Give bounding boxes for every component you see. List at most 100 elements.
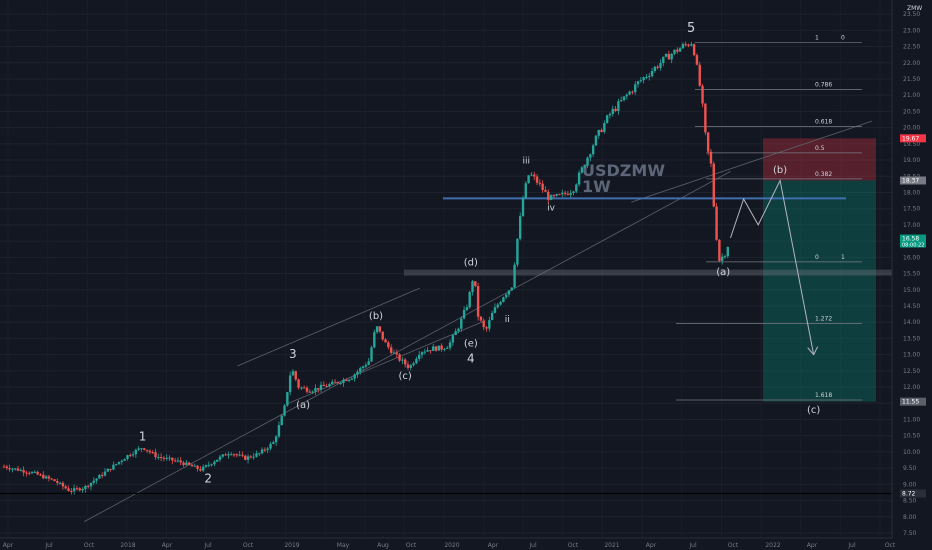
candle-body bbox=[84, 485, 87, 489]
price-tick-label: 17.50 bbox=[903, 206, 920, 213]
candle-body bbox=[154, 452, 157, 458]
candle-body bbox=[92, 480, 95, 483]
candle-body bbox=[151, 452, 154, 454]
candle-body bbox=[269, 443, 272, 449]
candle-body bbox=[392, 352, 396, 354]
candle-body bbox=[460, 318, 463, 329]
wave-label: 1 bbox=[139, 430, 147, 444]
candle-body bbox=[412, 363, 415, 366]
candle-body bbox=[406, 364, 410, 368]
candle-body bbox=[165, 457, 168, 459]
candle-body bbox=[162, 457, 166, 459]
candle-body bbox=[249, 456, 253, 458]
candle-body bbox=[235, 454, 239, 456]
candle-body bbox=[218, 456, 222, 460]
price-tick-label: 12.00 bbox=[903, 384, 920, 391]
candle-body bbox=[345, 379, 348, 381]
wave-label: 3 bbox=[289, 347, 297, 361]
time-tick-label: Apr bbox=[646, 542, 657, 549]
candle-body bbox=[168, 457, 171, 459]
price-tick-label: 13.00 bbox=[903, 352, 920, 359]
candle-body bbox=[389, 347, 393, 353]
candle-body bbox=[600, 129, 603, 132]
projection-path bbox=[730, 178, 815, 355]
candle-body bbox=[123, 459, 126, 461]
candle-body bbox=[67, 488, 70, 491]
candle-body bbox=[712, 163, 715, 207]
price-tick-label: 21.00 bbox=[903, 92, 920, 99]
wave-label: (a) bbox=[296, 400, 310, 411]
candle-body bbox=[213, 461, 216, 465]
candle-body bbox=[678, 48, 682, 52]
candle-body bbox=[617, 101, 620, 112]
candle-body bbox=[56, 481, 59, 483]
candle-body bbox=[277, 425, 281, 437]
price-tick-label: 18.00 bbox=[903, 189, 920, 196]
price-tick-label: 9.50 bbox=[903, 465, 917, 472]
candle-body bbox=[171, 457, 174, 461]
timeframe-watermark: 1W bbox=[582, 177, 611, 196]
candle-body bbox=[263, 449, 267, 451]
candle-body bbox=[2, 466, 6, 468]
candle-body bbox=[331, 381, 334, 385]
candle-body bbox=[109, 468, 112, 470]
price-tick-label: 23.00 bbox=[903, 27, 920, 34]
price-tick-label: 13.50 bbox=[903, 335, 920, 342]
candle-body bbox=[16, 468, 20, 471]
candle-body bbox=[190, 464, 194, 467]
candle-body bbox=[280, 415, 283, 426]
time-tick-label: Oct bbox=[885, 542, 896, 549]
candle-body bbox=[36, 471, 39, 475]
candle-body bbox=[70, 490, 73, 492]
price-label-value: 11.55 bbox=[902, 399, 919, 406]
time-tick-label: Jul bbox=[528, 542, 537, 549]
candle-body bbox=[137, 448, 140, 450]
candle-body bbox=[577, 172, 581, 185]
candle-body bbox=[490, 312, 494, 321]
candle-body bbox=[676, 49, 679, 52]
candle-body bbox=[634, 84, 637, 92]
candle-body bbox=[659, 62, 662, 68]
candle-body bbox=[322, 384, 326, 386]
candle-body bbox=[493, 307, 497, 313]
candle-body bbox=[193, 465, 196, 467]
candle-body bbox=[552, 195, 556, 197]
candle-body bbox=[5, 466, 9, 469]
candle-body bbox=[625, 94, 629, 97]
candle-body bbox=[446, 347, 449, 349]
candle-body bbox=[443, 348, 446, 350]
candle-body bbox=[176, 460, 180, 462]
candle-body bbox=[533, 174, 536, 177]
wave-label: (a) bbox=[716, 267, 730, 278]
candle-body bbox=[311, 391, 314, 393]
candle-body bbox=[314, 388, 317, 392]
candle-body bbox=[126, 455, 129, 460]
candle-body bbox=[690, 44, 693, 46]
candle-body bbox=[258, 453, 261, 455]
candle-body bbox=[589, 154, 592, 158]
candle-body bbox=[670, 53, 673, 60]
time-tick-label: 2022 bbox=[765, 542, 780, 549]
price-axis-background bbox=[892, 0, 932, 550]
time-tick-label: 2021 bbox=[604, 542, 619, 549]
wave-label: iii bbox=[523, 156, 531, 166]
candle-body bbox=[134, 449, 138, 455]
candle-body bbox=[115, 463, 118, 465]
trend-channel-line bbox=[84, 171, 731, 523]
candle-body bbox=[718, 239, 721, 261]
candle-body bbox=[342, 379, 345, 384]
price-label-tag bbox=[900, 397, 926, 406]
fib-level-label: 1 bbox=[815, 34, 819, 41]
candle-body bbox=[471, 281, 474, 293]
candle-body bbox=[468, 292, 471, 308]
candle-body bbox=[432, 346, 435, 351]
candle-body bbox=[384, 339, 387, 343]
price-tick-label: 10.50 bbox=[903, 433, 920, 440]
candle-body bbox=[117, 461, 121, 464]
candle-body bbox=[359, 368, 362, 372]
candle-body bbox=[415, 358, 418, 364]
candle-body bbox=[378, 326, 382, 332]
candle-body bbox=[387, 342, 390, 348]
time-tick-label: Apr bbox=[488, 542, 499, 549]
